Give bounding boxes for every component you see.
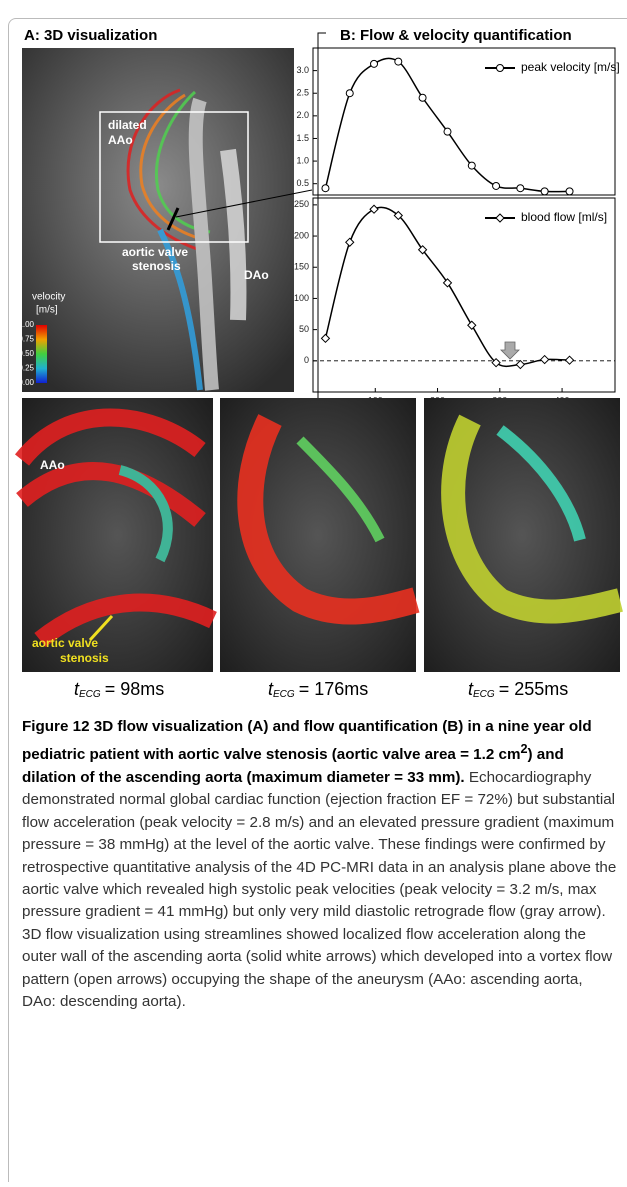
y-tick-label: 250 bbox=[294, 199, 309, 209]
connector-line bbox=[175, 189, 313, 218]
colorbar-title: velocity bbox=[32, 292, 65, 303]
y-tick-label: 2.0 bbox=[296, 110, 309, 120]
label: stenosis bbox=[132, 259, 181, 273]
point bbox=[515, 359, 526, 370]
figure: A: 3D visualization dilated AAo aortic v… bbox=[14, 27, 623, 700]
point bbox=[539, 354, 550, 365]
caption-title: ) and dilation of the ascending aorta (m… bbox=[22, 746, 564, 786]
label: stenosis bbox=[60, 651, 109, 665]
colorbar-tick-label: 0.00 bbox=[18, 378, 34, 387]
colorbar-tick-label: 0.25 bbox=[18, 364, 34, 373]
label: AAo bbox=[40, 458, 65, 472]
y-tick-label: 2.5 bbox=[296, 88, 309, 98]
series-line bbox=[324, 57, 570, 193]
time-text: = 98ms bbox=[105, 679, 165, 699]
roi-box bbox=[99, 111, 249, 243]
subscript: ECG bbox=[79, 689, 101, 700]
analysis-plane bbox=[166, 207, 180, 231]
plot-area bbox=[312, 197, 616, 393]
y-tick-label: 3.0 bbox=[296, 65, 309, 75]
point bbox=[345, 237, 355, 247]
colorbar-tick-label: 1.00 bbox=[18, 320, 34, 329]
time-text: = 255ms bbox=[499, 679, 569, 699]
point bbox=[467, 320, 477, 330]
y-tick-label: 1.5 bbox=[296, 133, 309, 143]
point bbox=[345, 89, 354, 98]
point bbox=[443, 127, 452, 136]
symbol: t bbox=[74, 679, 80, 699]
legend-label: peak velocity [m/s] bbox=[521, 60, 620, 74]
colorbar-unit: [m/s] bbox=[36, 305, 58, 316]
point bbox=[540, 187, 549, 196]
point bbox=[491, 357, 501, 368]
y-tick-label: 200 bbox=[294, 230, 309, 240]
point bbox=[320, 333, 331, 344]
panel-a-image bbox=[22, 48, 294, 392]
superscript: 2 bbox=[520, 742, 528, 757]
y-tick-label: 0.5 bbox=[296, 178, 309, 188]
retrograde-flow-arrow bbox=[500, 341, 520, 360]
legend-marker bbox=[496, 64, 504, 72]
y-tick-label: 0 bbox=[304, 355, 309, 365]
point bbox=[321, 184, 330, 193]
point bbox=[516, 184, 525, 193]
point bbox=[393, 210, 404, 221]
point bbox=[564, 355, 575, 365]
streamlines bbox=[14, 408, 623, 648]
label: AAo bbox=[108, 133, 133, 147]
y-tick-label: 150 bbox=[294, 262, 309, 272]
label: dilated bbox=[108, 118, 147, 132]
point bbox=[369, 204, 379, 214]
symbol: t bbox=[268, 679, 274, 699]
point bbox=[442, 278, 453, 288]
figure-frame bbox=[8, 18, 627, 1182]
caption-title: 3D flow visualization (A) and flow quant… bbox=[22, 718, 592, 764]
subscript: ECG bbox=[473, 689, 495, 700]
label: aortic valve bbox=[32, 636, 98, 650]
figure-label: Figure 12 bbox=[22, 718, 90, 735]
subscript: ECG bbox=[273, 689, 295, 700]
y-tick-label: 1.0 bbox=[296, 155, 309, 165]
streamlines bbox=[126, 88, 247, 391]
y-tick-label: 50 bbox=[299, 324, 309, 334]
panel-b-title: B: Flow & velocity quantification bbox=[340, 27, 572, 44]
frame-time: tECG = 98ms bbox=[74, 679, 164, 700]
label: DAo bbox=[244, 268, 269, 282]
legend-marker bbox=[495, 213, 505, 223]
colorbar-tick-label: 0.50 bbox=[18, 349, 34, 358]
colorbar bbox=[36, 325, 47, 383]
plot-area bbox=[312, 47, 616, 196]
colorbar-tick-label: 0.75 bbox=[18, 335, 34, 344]
arrow bbox=[88, 614, 114, 642]
point bbox=[492, 181, 501, 190]
point bbox=[417, 245, 428, 255]
symbol: t bbox=[468, 679, 474, 699]
bracket bbox=[317, 32, 326, 406]
y-tick-label: 100 bbox=[294, 293, 309, 303]
point bbox=[418, 93, 427, 102]
label: aortic valve bbox=[122, 245, 188, 259]
point bbox=[370, 59, 379, 68]
point bbox=[467, 161, 476, 170]
frame-time: tECG = 255ms bbox=[468, 679, 568, 700]
legend-label: blood flow [ml/s] bbox=[521, 210, 607, 224]
caption: Figure 12 3D flow visualization (A) and … bbox=[22, 716, 618, 1013]
caption-body: Echocardiography demonstrated normal glo… bbox=[22, 768, 617, 1010]
point bbox=[565, 187, 574, 196]
panel-a-title: A: 3D visualization bbox=[24, 27, 157, 44]
time-text: = 176ms bbox=[299, 679, 369, 699]
point bbox=[394, 57, 403, 66]
frame-time: tECG = 176ms bbox=[268, 679, 368, 700]
